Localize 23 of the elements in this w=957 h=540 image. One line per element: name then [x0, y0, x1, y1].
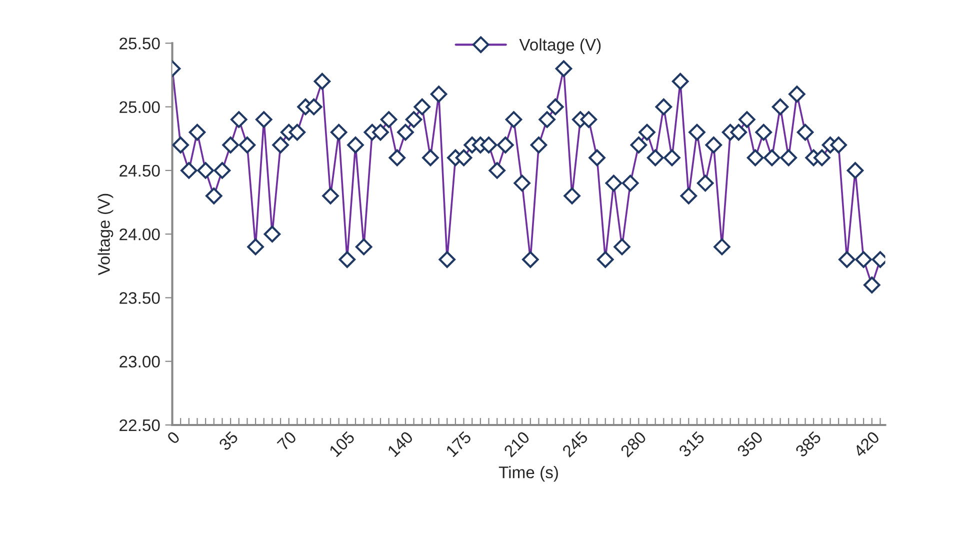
legend-label: Voltage (V)	[519, 38, 601, 54]
y-tick-label: 25.00	[120, 101, 160, 114]
x-tick-label: 350	[736, 430, 764, 458]
x-tick-label: 175	[445, 430, 472, 458]
y-tick-label: 25.50	[120, 38, 160, 50]
x-tick-label: 140	[387, 430, 414, 458]
y-tick-label: 23.50	[120, 292, 160, 304]
x-tick-label: 315	[678, 430, 706, 458]
x-tick-label: 280	[620, 430, 647, 458]
x-tick-label: 70	[276, 430, 298, 451]
y-tick-label: 22.50	[120, 419, 160, 432]
x-axis-title: Time (s)	[498, 466, 558, 482]
x-tick-label: 385	[794, 430, 822, 458]
y-tick-label: 23.00	[120, 356, 160, 368]
x-tick-label: 0	[166, 430, 180, 445]
y-axis-title: Voltage (V)	[98, 194, 114, 276]
x-tick-label: 420	[852, 430, 880, 458]
y-tick-label: 24.50	[120, 164, 160, 177]
x-tick-label: 210	[503, 430, 530, 458]
x-tick-label: 35	[218, 430, 239, 452]
x-tick-label: 105	[328, 430, 356, 458]
x-tick-label: 245	[562, 430, 589, 458]
y-tick-label: 24.00	[120, 228, 160, 240]
